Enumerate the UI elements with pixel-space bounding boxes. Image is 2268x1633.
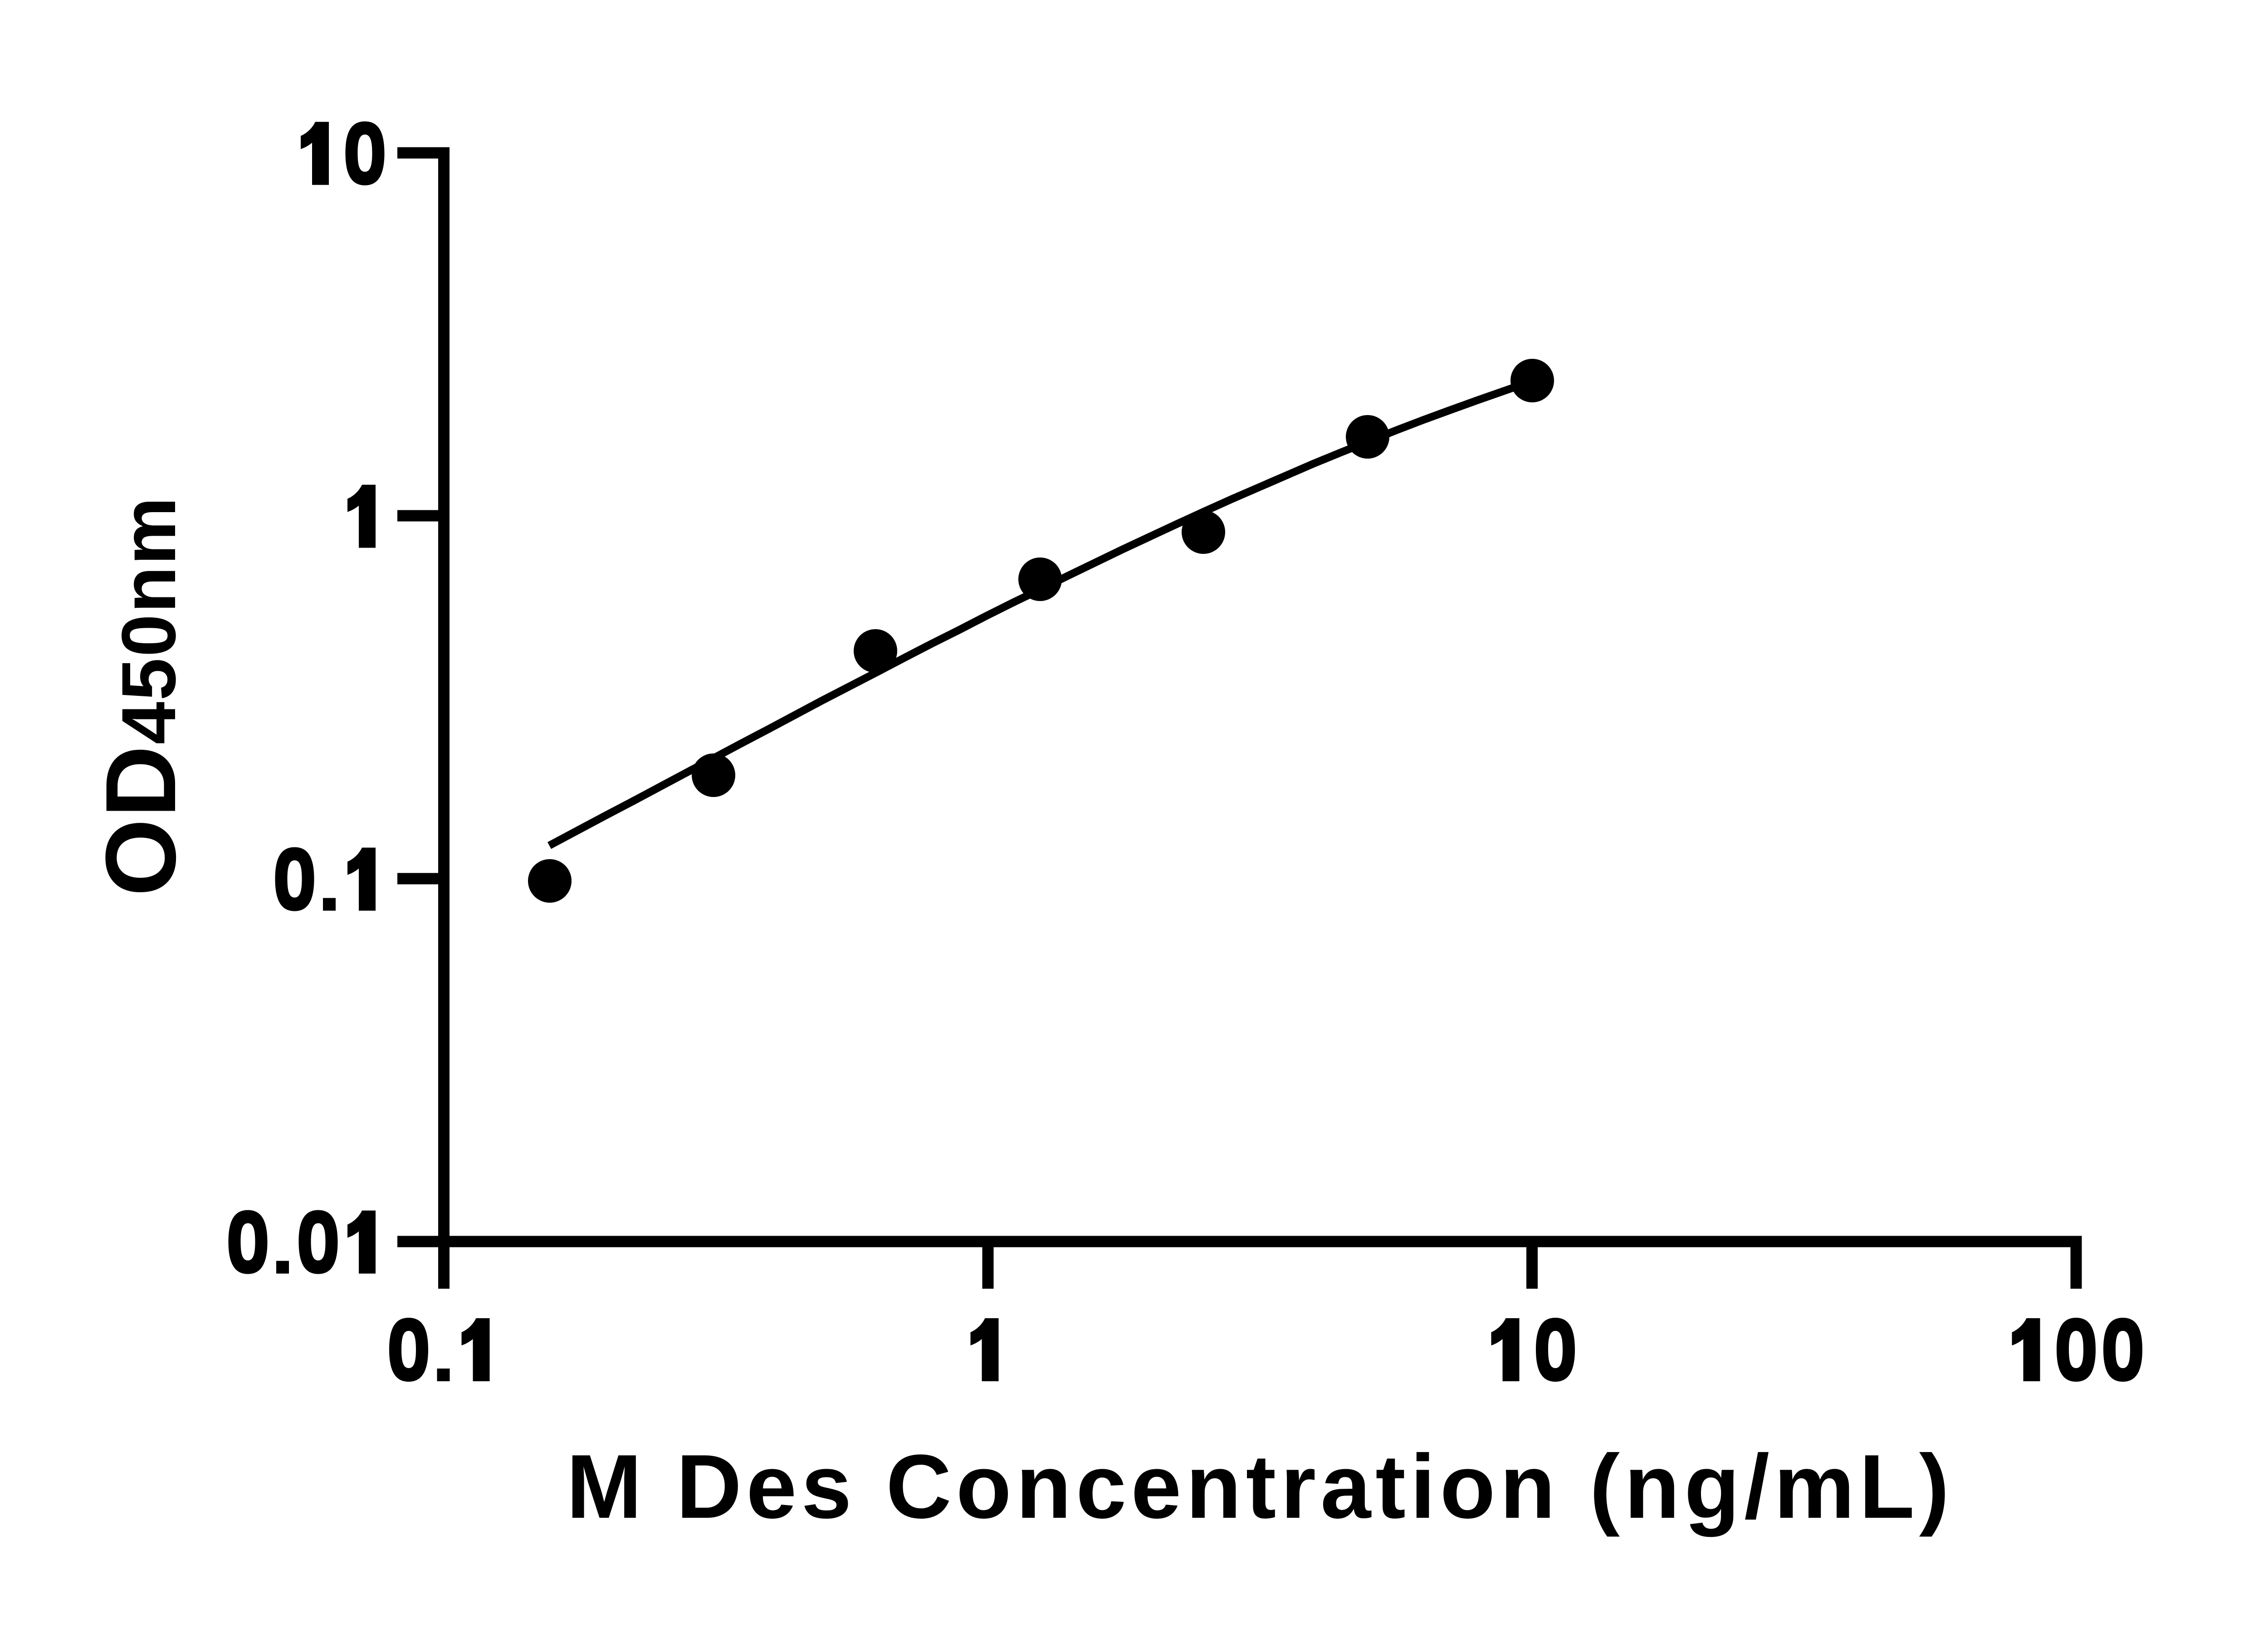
svg-text:M Des Concentration (ng/mL): M Des Concentration (ng/mL)	[567, 1436, 1954, 1537]
svg-text:OD450nm: OD450nm	[85, 496, 196, 896]
